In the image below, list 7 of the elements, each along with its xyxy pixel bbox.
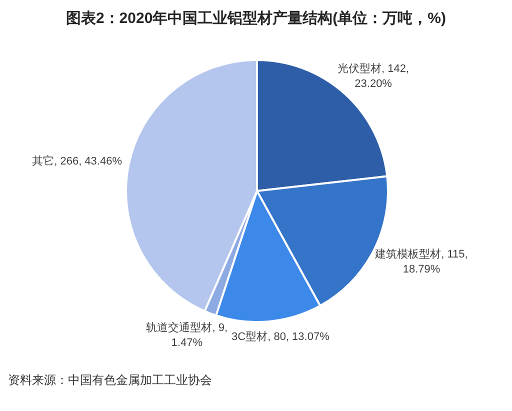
slice-label: 光伏型材, 142, 23.20%: [338, 62, 410, 90]
slice-label: 其它, 266, 43.46%: [32, 154, 122, 168]
text: 资料来源：中国有色金属加工工业协会: [8, 373, 212, 387]
slice-label: 3C型材, 80, 13.07%: [232, 330, 330, 344]
slice-label: 建筑模板型材, 115, 18.79%: [374, 248, 468, 276]
slice-label: 轨道交通型材, 9, 1.47%: [146, 320, 228, 349]
chart-title: 图表2：2020年中国工业铝型材产量结构(单位：万吨，%): [66, 10, 446, 27]
